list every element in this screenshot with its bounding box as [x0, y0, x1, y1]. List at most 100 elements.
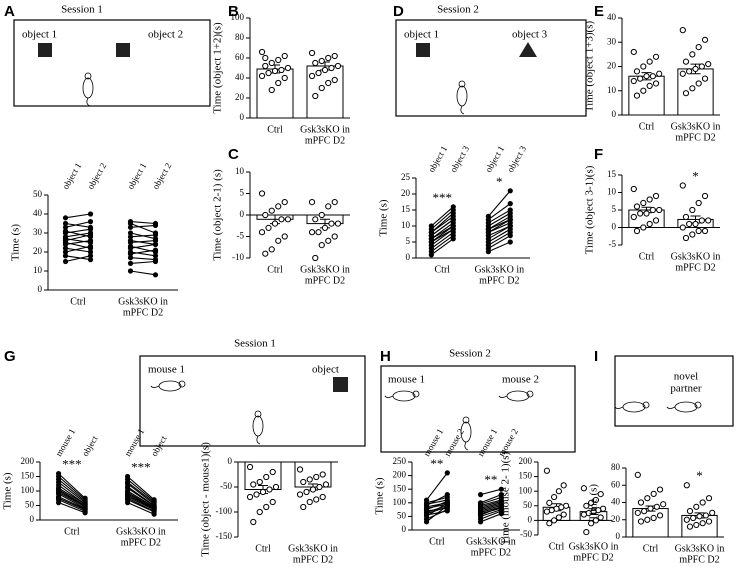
- data-point: [124, 500, 131, 506]
- data-point: [555, 514, 562, 521]
- pair-line: [127, 483, 155, 505]
- diagram-label: object 1: [22, 29, 57, 41]
- data-point: [699, 499, 706, 506]
- mouse-icon: [456, 80, 468, 115]
- y-tick-label: 0: [406, 252, 411, 262]
- pair-line: [431, 231, 454, 249]
- data-point: [308, 199, 316, 206]
- data-point: [660, 501, 667, 508]
- data-point: [87, 243, 94, 249]
- data-point: [281, 199, 288, 206]
- data-point: [649, 206, 656, 214]
- data-point: [588, 520, 595, 527]
- pair-line: [65, 234, 91, 242]
- y-tick-label: -50: [220, 481, 232, 491]
- data-point: [683, 482, 690, 489]
- data-point: [679, 224, 686, 231]
- y-tick-label: 40: [33, 208, 43, 218]
- data-point: [695, 199, 702, 207]
- pair-line: [488, 212, 511, 227]
- data-point: [640, 87, 647, 94]
- y-tick-label: 150: [519, 471, 533, 481]
- x-tick-label: Ctrl: [549, 541, 565, 552]
- data-point: [583, 528, 590, 536]
- data-point: [268, 59, 275, 67]
- x-tick-label: mPFC D2: [471, 547, 511, 558]
- data-point: [316, 483, 323, 491]
- pair-line: [480, 503, 502, 511]
- condition-label: mouse 2: [442, 427, 466, 458]
- data-point: [331, 76, 338, 84]
- pair-line: [130, 222, 156, 234]
- data-point: [555, 488, 562, 495]
- pair-line: [58, 481, 86, 504]
- x-tick-label: Gsk3sKO in: [671, 121, 721, 132]
- data-point: [477, 492, 484, 498]
- pair-line: [127, 493, 155, 509]
- condition-label: mouse 1: [53, 427, 77, 458]
- data-point: [656, 512, 664, 519]
- data-point: [62, 215, 69, 221]
- data-point: [266, 486, 273, 493]
- pair-line: [65, 247, 91, 253]
- data-point: [682, 213, 690, 221]
- y-tick-label: 80: [611, 462, 621, 472]
- data-point: [62, 220, 69, 227]
- pair-line: [58, 490, 86, 507]
- significance: ***: [131, 459, 151, 474]
- data-point: [246, 463, 254, 471]
- data-point: [637, 499, 645, 506]
- panel-letter: B: [228, 3, 239, 20]
- mouse-icon: [460, 416, 472, 451]
- data-point: [281, 52, 288, 60]
- data-point: [653, 503, 660, 510]
- y-axis-label: Time (s): [588, 484, 600, 522]
- y-tick-label: 20: [33, 246, 43, 256]
- pair-line: [65, 240, 91, 245]
- y-tick-label: 100: [519, 485, 533, 495]
- x-tick-label: mPFC D2: [675, 262, 715, 273]
- data-point: [259, 488, 267, 496]
- data-point: [127, 239, 134, 246]
- data-point: [62, 245, 69, 251]
- data-point: [319, 493, 326, 501]
- diagram-label: object 3: [512, 29, 548, 41]
- y-tick-label: -5: [237, 231, 245, 241]
- pair-line: [130, 251, 156, 257]
- pair-line: [130, 234, 156, 238]
- data-point: [296, 466, 304, 473]
- data-point: [127, 251, 134, 257]
- pair-line: [480, 513, 502, 523]
- data-point: [319, 471, 326, 478]
- data-point: [318, 211, 325, 219]
- data-point: [328, 220, 335, 227]
- panel-letter: H: [380, 348, 391, 365]
- pair-line: [426, 504, 448, 513]
- data-point: [652, 192, 660, 200]
- panel-letter: E: [594, 3, 604, 20]
- mouse-icon: [252, 410, 264, 445]
- data-point: [312, 216, 319, 223]
- x-tick-label: Gsk3sKO in: [116, 526, 166, 537]
- pair-line: [65, 255, 91, 263]
- pair-line: [58, 499, 86, 512]
- x-tick-label: Ctrl: [639, 121, 655, 132]
- pair-line: [65, 245, 91, 253]
- arena: [614, 355, 734, 427]
- data-point: [693, 521, 700, 529]
- x-tick-label: Ctrl: [70, 296, 86, 307]
- y-tick-label: 0: [612, 109, 617, 119]
- pair-line: [488, 203, 511, 221]
- x-tick-label: Ctrl: [643, 543, 659, 554]
- pair-line: [431, 235, 454, 253]
- pair-line: [65, 222, 91, 228]
- data-point: [444, 502, 450, 509]
- data-point: [331, 52, 338, 60]
- data-point: [258, 190, 266, 197]
- data-point: [265, 69, 272, 77]
- data-point: [315, 229, 322, 236]
- x-tick-label: Gsk3sKO in: [466, 536, 516, 547]
- panel-letter: F: [594, 146, 603, 163]
- data-point: [127, 255, 134, 261]
- y-axis-label: Time (mouse 2- 1)(s): [500, 451, 512, 545]
